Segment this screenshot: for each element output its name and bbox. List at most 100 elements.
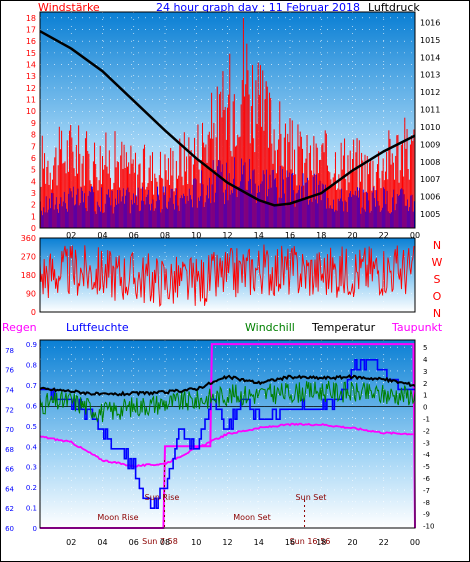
pressure-tick-label: 1015 (420, 36, 440, 45)
windchill-line (39, 380, 416, 423)
temp-tick-label: -5 (423, 463, 430, 471)
axes: 0123456789101112131415161718100510061007… (2, 11, 443, 547)
wind-tick-label: 5 (31, 166, 36, 175)
direction-tick-label: 270 (21, 253, 36, 262)
humidity-tick-label: 60 (5, 525, 14, 533)
time-tick-label: 10 (191, 538, 201, 547)
time-tick-label: 16 (285, 538, 295, 547)
compass-label: S (434, 273, 441, 286)
humidity-tick-label: 68 (5, 446, 14, 454)
time-tick-label: 22 (379, 538, 389, 547)
rain-tick-label: 0.2 (26, 484, 37, 492)
temp-tick-label: 3 (423, 368, 427, 376)
rain-tick-label: 0.1 (26, 505, 37, 513)
wind-tick-label: 1 (31, 212, 36, 221)
direction-tick-label: 180 (21, 271, 36, 280)
chart-title: 24 hour graph day : 11 Februar 2018 (156, 1, 360, 14)
humidity-line (40, 358, 415, 510)
sun-moon-annotation: Sun Rise (145, 493, 180, 502)
wind-tick-label: 8 (31, 131, 36, 140)
pressure-tick-label: 1005 (420, 210, 440, 219)
wind-tick-label: 10 (26, 107, 36, 116)
pressure-tick-label: 1007 (420, 175, 440, 184)
wind-tick-label: 11 (26, 96, 36, 105)
time-tick-label: 06 (129, 538, 139, 547)
sun-moon-annotation: Sun Set (296, 493, 327, 502)
temp-tick-label: -9 (423, 511, 430, 519)
humidity-tick-label: 78 (5, 347, 14, 355)
time-tick-label: 18 (316, 231, 326, 240)
compass-label: W (432, 256, 443, 269)
time-tick-label: 04 (97, 538, 107, 547)
wind-tick-label: 4 (31, 177, 36, 186)
rain-tick-label: 0.3 (26, 464, 37, 472)
time-tick-label: 08 (160, 231, 170, 240)
panel-3-frame (39, 339, 416, 529)
time-tick-label: 16 (285, 231, 295, 240)
temp-tick-label: 4 (423, 356, 428, 364)
humidity-tick-label: 70 (5, 426, 14, 434)
rain-tick-label: 0.6 (26, 402, 38, 410)
wind-tick-label: 12 (26, 84, 36, 93)
time-tick-label: 04 (97, 231, 107, 240)
sun-moon-annotation: Sun 16:56 (290, 537, 331, 546)
wind-direction-plot (39, 244, 415, 308)
sun-moon-annotation: Sun 7:58 (142, 537, 178, 546)
humidity-tick-label: 74 (5, 386, 14, 394)
header-left-label: Windstärke (38, 1, 100, 14)
temperature-line (39, 374, 416, 397)
humidity-tick-label: 64 (5, 485, 14, 493)
wind-tick-label: 3 (31, 189, 36, 198)
temp-tick-label: -2 (423, 427, 430, 435)
pressure-tick-label: 1016 (420, 18, 440, 27)
pressure-tick-label: 1006 (420, 193, 440, 202)
wind-tick-label: 18 (26, 14, 36, 23)
temp-tick-label: 0 (423, 404, 427, 412)
wind-tick-label: 16 (26, 37, 36, 46)
temp-tick-label: -7 (423, 487, 430, 495)
time-tick-label: 18 (316, 538, 326, 547)
rain-tick-label: 0.4 (26, 443, 38, 451)
temp-tick-label: -3 (423, 439, 430, 447)
dewpoint-line (39, 422, 416, 468)
temp-tick-label: 1 (423, 392, 427, 400)
temp-tick-label: -8 (423, 499, 430, 507)
temp-tick-label: 2 (423, 380, 427, 388)
time-tick-label: 02 (66, 538, 76, 547)
time-tick-label: 14 (254, 538, 264, 547)
humidity-tick-label: 62 (5, 505, 14, 513)
header-right-label: Luftdruck (368, 1, 420, 14)
temp-tick-label: -6 (423, 475, 431, 483)
time-tick-label: 06 (129, 231, 139, 240)
sun-moon-annotation: Moon Set (233, 513, 270, 522)
pressure-tick-label: 1012 (420, 88, 440, 97)
wind-tick-label: 17 (26, 26, 36, 35)
temp-tick-label: -1 (423, 416, 430, 424)
compass-label: N (433, 239, 441, 252)
direction-tick-label: 360 (21, 234, 36, 243)
wind-pressure-plot (39, 17, 416, 228)
rain-tick-label: 0.8 (26, 362, 37, 370)
humidity-tick-label: 76 (5, 367, 14, 375)
panel-2-frame (39, 237, 416, 313)
wind-direction-line (39, 244, 415, 308)
legend-label: Temperatur (311, 321, 376, 334)
time-tick-label: 14 (254, 231, 264, 240)
pressure-tick-label: 1008 (420, 158, 440, 167)
wind-tick-label: 14 (26, 61, 36, 70)
time-tick-label: 12 (222, 231, 232, 240)
time-tick-label: 00 (410, 231, 420, 240)
legend-label: Windchill (245, 321, 295, 334)
humidity-tick-label: 72 (5, 406, 14, 414)
wind-tick-label: 0 (31, 224, 36, 233)
legend-label: Regen (2, 321, 37, 334)
wind-tick-label: 13 (26, 72, 36, 81)
wind-tick-label: 9 (31, 119, 36, 128)
humidity-tick-label: 66 (5, 466, 14, 474)
wind-tick-label: 15 (26, 49, 36, 58)
compass-label: O (433, 290, 442, 303)
rain-tick-label: 0.5 (26, 423, 37, 431)
temp-tick-label: 5 (423, 344, 427, 352)
direction-tick-label: 0 (31, 308, 36, 317)
